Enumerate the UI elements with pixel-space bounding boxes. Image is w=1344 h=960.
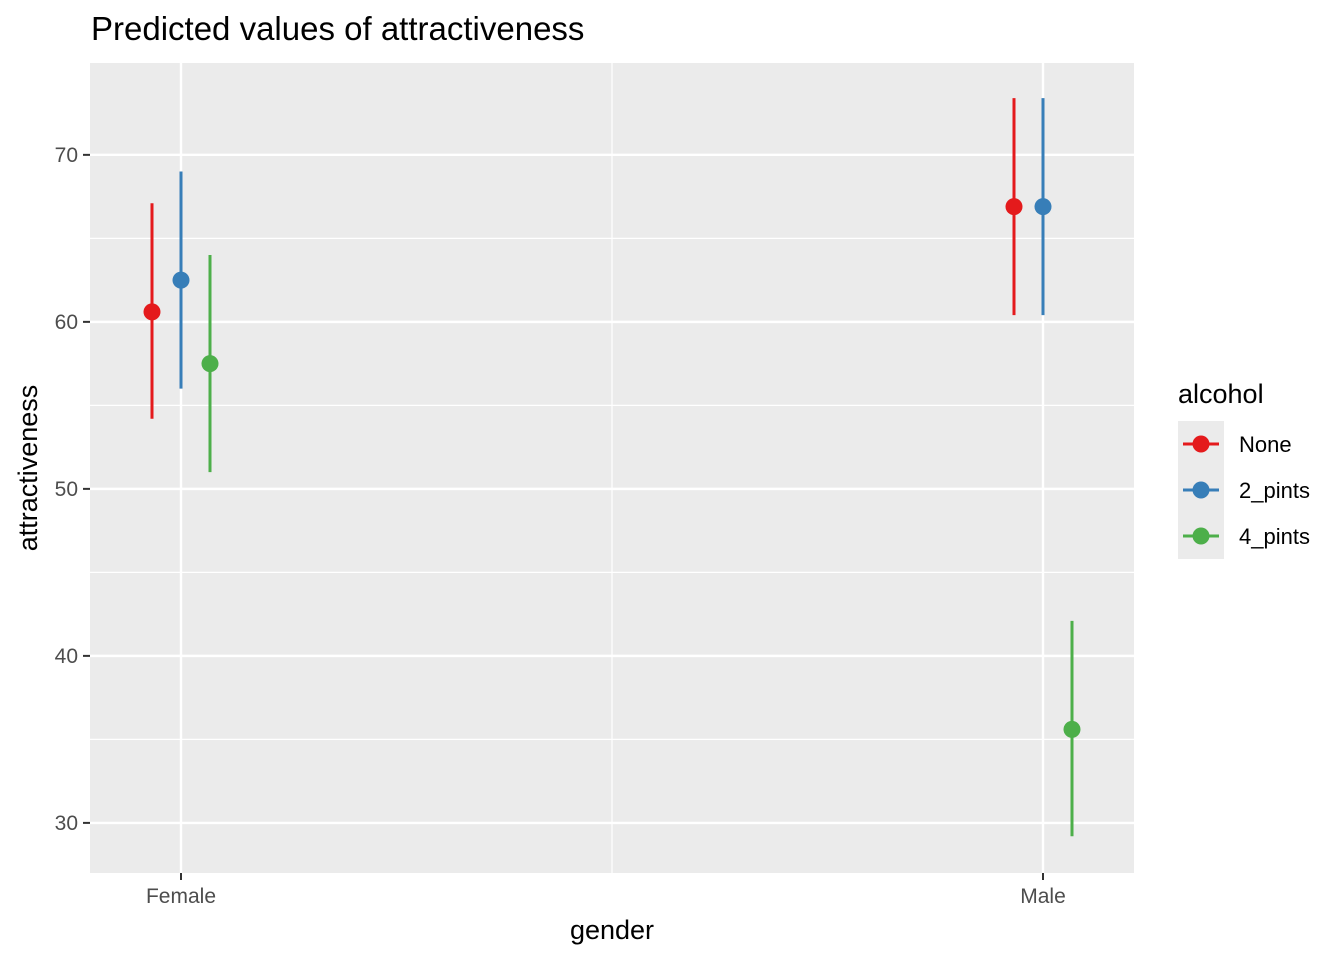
point-4-pints-male: [1063, 720, 1081, 738]
point-4-pints-female: [201, 355, 219, 373]
y-tick-label: 50: [55, 478, 78, 501]
legend-title: alcohol: [1178, 379, 1264, 409]
x-axis: Female Male: [146, 873, 1066, 908]
legend-key-point-none: [1192, 435, 1210, 453]
x-tick-label-male: Male: [1020, 885, 1066, 908]
y-tick-label: 40: [55, 645, 78, 668]
minor-gridlines: [90, 63, 1134, 873]
y-axis: 30 40 50 60 70: [55, 144, 90, 835]
legend-key-point-2-pints: [1192, 481, 1210, 499]
chart-title: Predicted values of attractiveness: [91, 10, 584, 47]
point-2-pints-female: [172, 271, 190, 289]
point-none-male: [1005, 198, 1023, 216]
x-axis-title: gender: [570, 915, 654, 945]
point-2-pints-male: [1034, 198, 1052, 216]
point-none-female: [143, 303, 161, 321]
data-marks: [143, 98, 1081, 837]
y-tick-label: 30: [55, 812, 78, 835]
legend-label-4-pints: 4_pints: [1239, 524, 1310, 549]
y-tick-label: 60: [55, 311, 78, 334]
legend-key-point-4-pints: [1192, 527, 1210, 545]
y-tick-label: 70: [55, 144, 78, 167]
legend: alcohol None 2_pints 4_pints: [1178, 379, 1310, 559]
legend-label-2-pints: 2_pints: [1239, 478, 1310, 503]
x-tick-label-female: Female: [146, 885, 216, 908]
legend-label-none: None: [1239, 432, 1292, 457]
y-axis-title: attractiveness: [13, 385, 43, 552]
